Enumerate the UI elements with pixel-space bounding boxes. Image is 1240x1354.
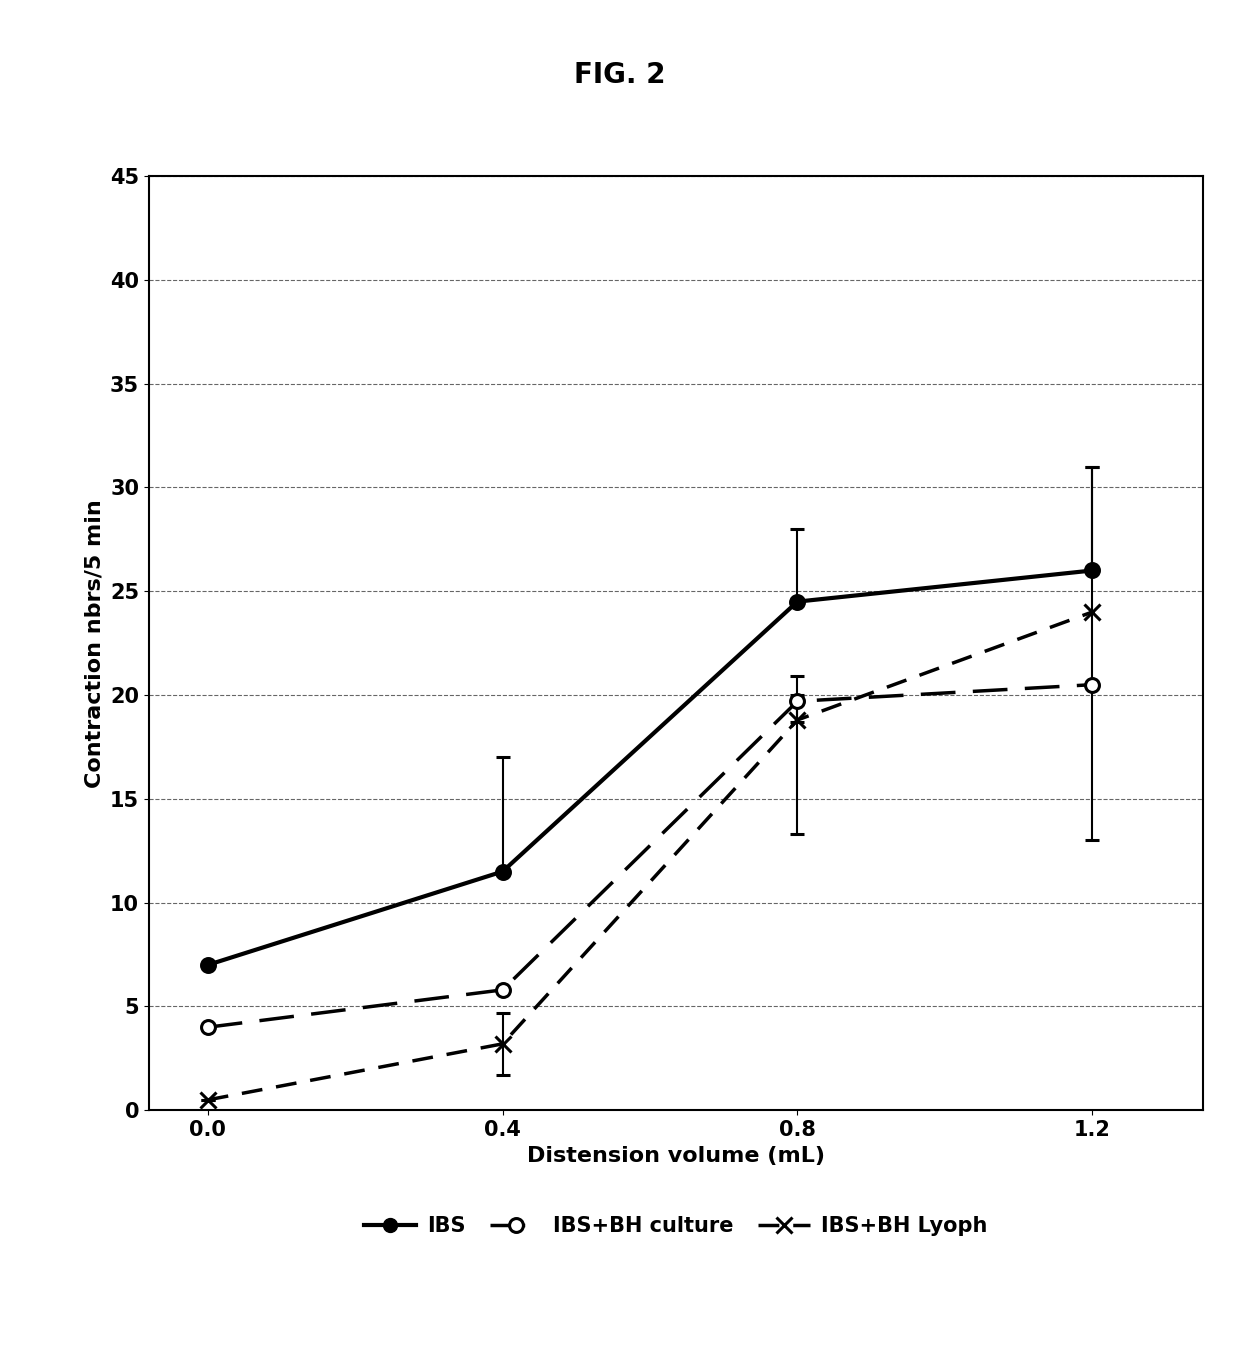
Text: FIG. 2: FIG. 2: [574, 61, 666, 89]
Y-axis label: Contraction nbrs/5 min: Contraction nbrs/5 min: [84, 498, 104, 788]
X-axis label: Distension volume (mL): Distension volume (mL): [527, 1145, 825, 1166]
Legend: IBS, IBS+BH culture, IBS+BH Lyoph: IBS, IBS+BH culture, IBS+BH Lyoph: [356, 1208, 996, 1244]
